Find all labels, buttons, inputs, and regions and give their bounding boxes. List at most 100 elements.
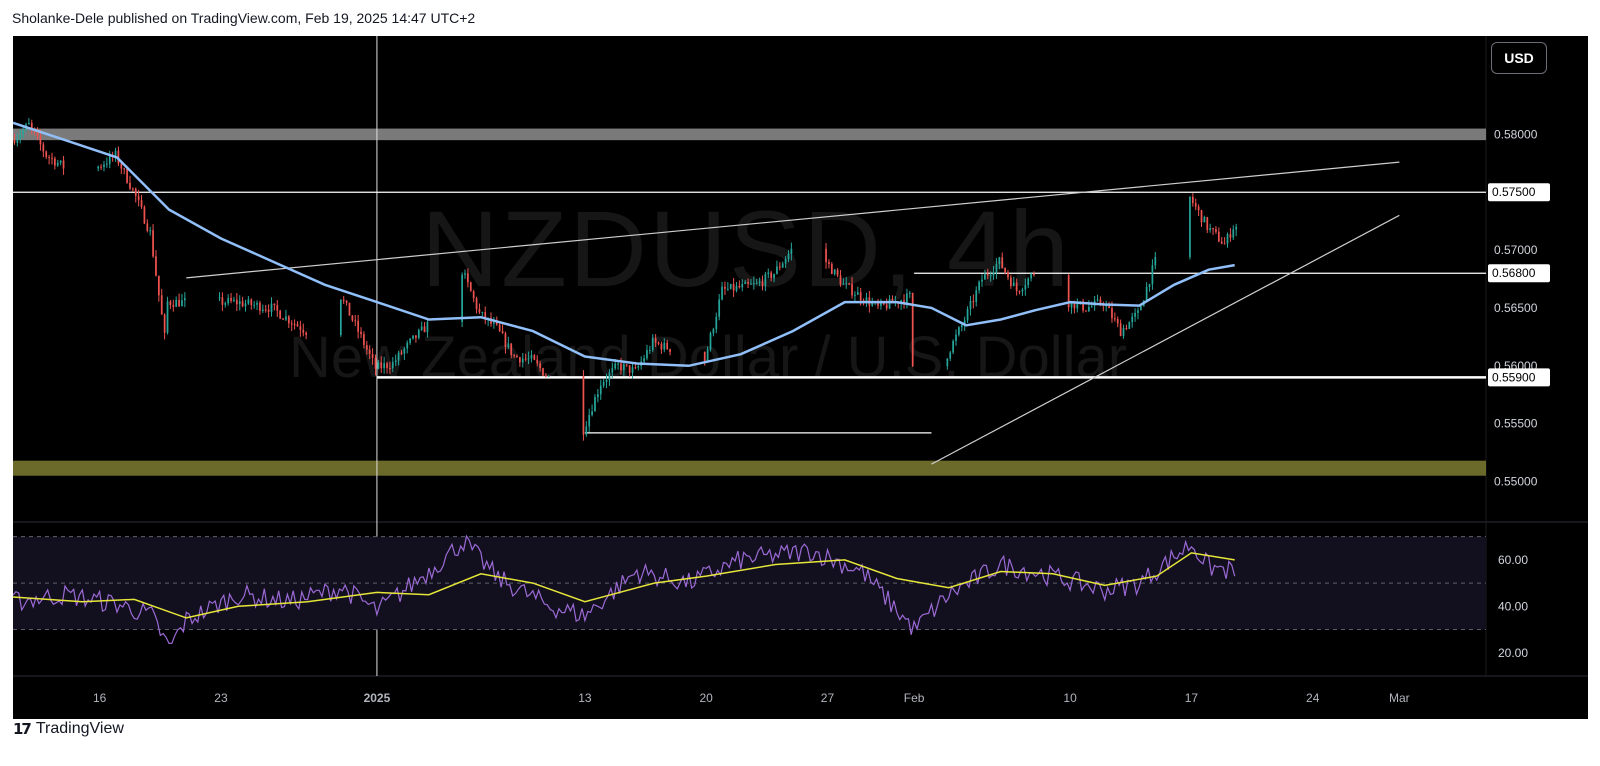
candle-body (908, 292, 911, 294)
candle-body (776, 266, 778, 274)
candle-body (588, 415, 591, 427)
candle-body (729, 283, 732, 289)
candle-body (169, 301, 172, 306)
candle-body (501, 331, 504, 334)
candle-body (1154, 257, 1157, 266)
candle-body (969, 301, 972, 310)
candle-body (712, 329, 715, 334)
candle-body (97, 166, 100, 169)
candle-body (123, 168, 126, 170)
chart-frame[interactable]: NZDUSD, 4h New Zealand Dollar / U.S. Dol… (13, 36, 1588, 719)
candle-body (293, 324, 296, 326)
candle-body (391, 362, 394, 369)
candle-body (992, 272, 995, 276)
time-axis-tick-label: 24 (1306, 691, 1320, 705)
candle-body (770, 272, 773, 279)
candle-body (1137, 310, 1139, 313)
candle-body (495, 322, 498, 325)
candle-body (1105, 305, 1108, 307)
candle-body (103, 164, 105, 168)
candle-body (989, 275, 992, 277)
candle-body (259, 302, 261, 311)
candle-body (339, 299, 342, 336)
candle-body (877, 301, 879, 306)
candle-body (1212, 228, 1214, 230)
candle-body (986, 274, 989, 276)
candle-body (1088, 306, 1090, 312)
candle-body (276, 305, 279, 311)
candle-body (238, 301, 241, 305)
candle-body (750, 283, 752, 285)
candle-body (906, 293, 908, 304)
candle-body (744, 282, 747, 284)
price-chart-svg[interactable]: 0.550000.555000.560000.565000.570000.580… (13, 36, 1588, 719)
candle-body (952, 341, 954, 353)
candle-body (955, 334, 957, 342)
candle-body (152, 230, 154, 257)
candle-body (507, 343, 510, 348)
candle-body (426, 322, 429, 333)
candle-body (519, 357, 521, 363)
candle-body (1113, 318, 1116, 320)
candle-body (100, 166, 102, 168)
candle-body (493, 322, 495, 324)
published-by-header: Sholanke-Dele published on TradingView.c… (12, 10, 476, 26)
currency-button[interactable]: USD (1491, 42, 1547, 74)
price-axis-tick-label: 0.55000 (1494, 475, 1538, 489)
time-axis-tick-label: 23 (214, 691, 228, 705)
candle-body (1067, 275, 1070, 308)
candle-body (126, 168, 128, 183)
candle-body (524, 358, 527, 360)
candle-body (755, 282, 758, 284)
candle-body (1116, 318, 1119, 324)
candle-body (527, 358, 530, 360)
candle-body (767, 272, 770, 275)
candle-body (354, 320, 357, 322)
candle-body (400, 352, 403, 354)
price-level-tag (1488, 368, 1550, 387)
footer-brand: TradingView (35, 720, 124, 737)
candle-body (981, 279, 983, 282)
candle-body (1148, 284, 1151, 287)
candle-body (752, 283, 755, 285)
candle-body (911, 292, 914, 367)
candle-body (599, 385, 602, 395)
candle-body (643, 358, 645, 362)
candle-body (106, 163, 108, 165)
candle-body (117, 150, 120, 164)
candle-body (1217, 231, 1220, 242)
candle-body (605, 379, 608, 383)
candle-body (539, 363, 541, 369)
candle-body (363, 334, 365, 345)
candle-body (842, 283, 845, 285)
candle-body (726, 288, 729, 290)
trendline-upper (186, 161, 1400, 279)
candle-body (721, 286, 723, 300)
candle-body (1024, 285, 1027, 290)
candle-body (368, 349, 371, 355)
candle-body (481, 311, 484, 313)
candle-body (264, 309, 267, 311)
candle-body (227, 298, 230, 304)
demand-zone (13, 460, 1486, 476)
candle-body (828, 262, 830, 264)
price-axis-tick-label: 0.56500 (1494, 301, 1538, 315)
candle-body (54, 158, 56, 166)
candle-body (646, 350, 648, 359)
candle-body (530, 355, 533, 359)
price-axis-tick-label: 0.57000 (1494, 243, 1538, 257)
candle-body (290, 323, 293, 325)
candle-body (267, 309, 270, 312)
candle-body (149, 230, 152, 232)
candle-body (978, 281, 980, 291)
candle-body (1122, 328, 1125, 337)
candle-body (498, 324, 501, 332)
candle-body (469, 282, 472, 292)
candle-body (302, 330, 305, 333)
candle-body (1203, 217, 1206, 223)
candle-body (305, 332, 308, 336)
candle-body (1119, 323, 1122, 337)
candle-body (845, 283, 848, 285)
candle-body (218, 297, 221, 299)
candle-body (1125, 328, 1128, 330)
